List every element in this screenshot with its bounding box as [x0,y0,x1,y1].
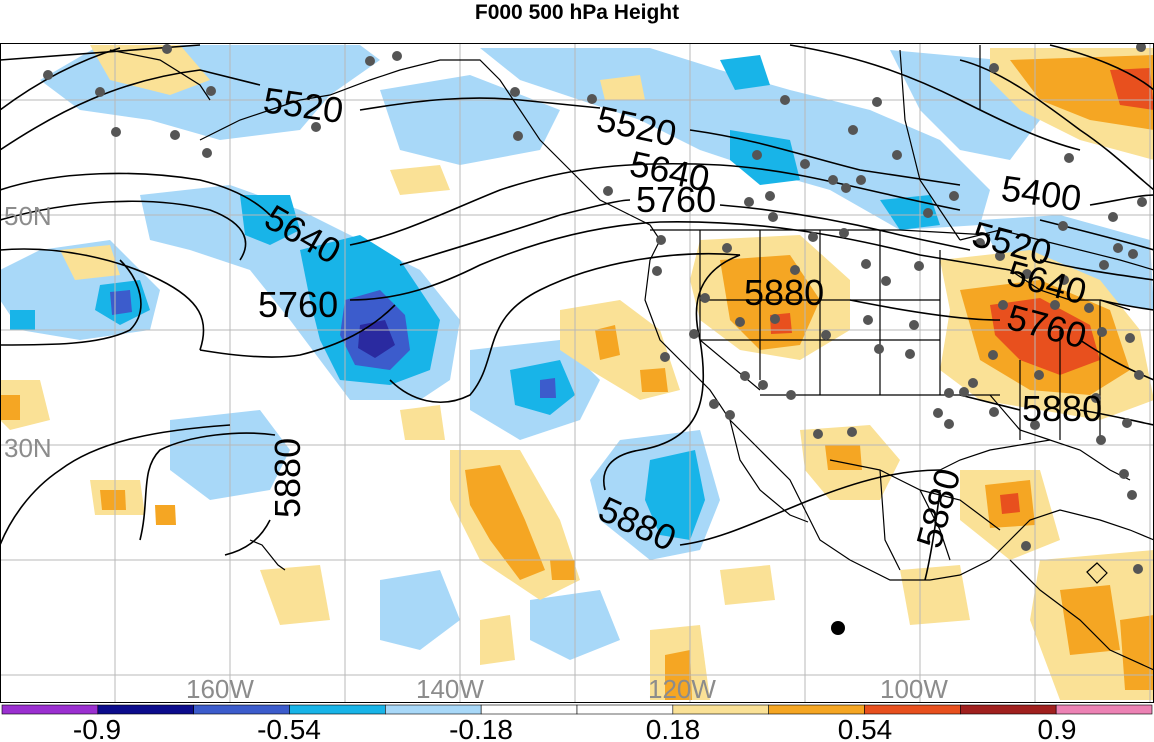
contour-label-5400: 5400 [999,167,1084,219]
contour-label-5880-rockies: 5880 [744,272,824,313]
lon-label-160w: 160W [186,674,254,704]
colorbar-label-0.9: 0.9 [1038,714,1077,742]
contour-label-5880-mexico: 5880 [908,464,968,552]
colorbar-swatch-3 [289,704,386,715]
colorbar-swatch-8 [768,704,865,715]
colorbar-swatch-5 [480,704,578,715]
colorbar-label-neg-0.9: -0.9 [73,714,121,742]
colorbar-swatch-1 [97,704,194,715]
lat-lon-grid [0,43,1154,703]
colorbar-label-0.54: 0.54 [838,714,893,742]
lat-label-50n: 50N [4,201,52,231]
colorbar-labels: -0.9 -0.54 -0.18 0.18 0.54 0.9 [73,714,1077,742]
lon-label-100w: 100W [880,674,948,704]
highlight-marker [831,621,845,635]
colorbar-swatch-9 [864,704,961,715]
colorbar-swatch-10 [960,704,1057,715]
colorbar [1,704,1153,715]
colorbar-label-0.18: 0.18 [646,714,701,742]
contour-labels: 5520 5520 5640 5640 5760 5760 5880 5880 … [258,79,1102,559]
colorbar-swatch-0 [1,704,99,715]
contour-label-5880-hawaii: 5880 [267,438,308,518]
colorbar-label-neg-0.54: -0.54 [257,714,321,742]
station-markers [43,43,1147,574]
lon-label-140w: 140W [416,674,484,704]
colorbar-label-neg-0.18: -0.18 [449,714,513,742]
map-title: F000 500 hPa Height [474,1,680,24]
colorbar-swatch-7 [672,704,769,715]
colorbar-swatch-11 [1055,704,1153,715]
contour-label-5760-central: 5760 [636,179,716,220]
coastlines [109,45,1154,671]
contour-label-5760-west: 5760 [258,284,338,325]
lon-label-120w: 120W [648,674,716,704]
colorbar-swatch-2 [193,704,290,715]
lat-label-30n: 30N [4,433,52,463]
height-contours [0,44,1154,581]
contour-label-5880-east: 5880 [1022,388,1102,429]
colorbar-swatch-4 [385,704,482,715]
colorbar-swatch-6 [576,704,674,715]
grid-labels: 50N 30N 160W 140W 120W 100W [4,201,948,704]
